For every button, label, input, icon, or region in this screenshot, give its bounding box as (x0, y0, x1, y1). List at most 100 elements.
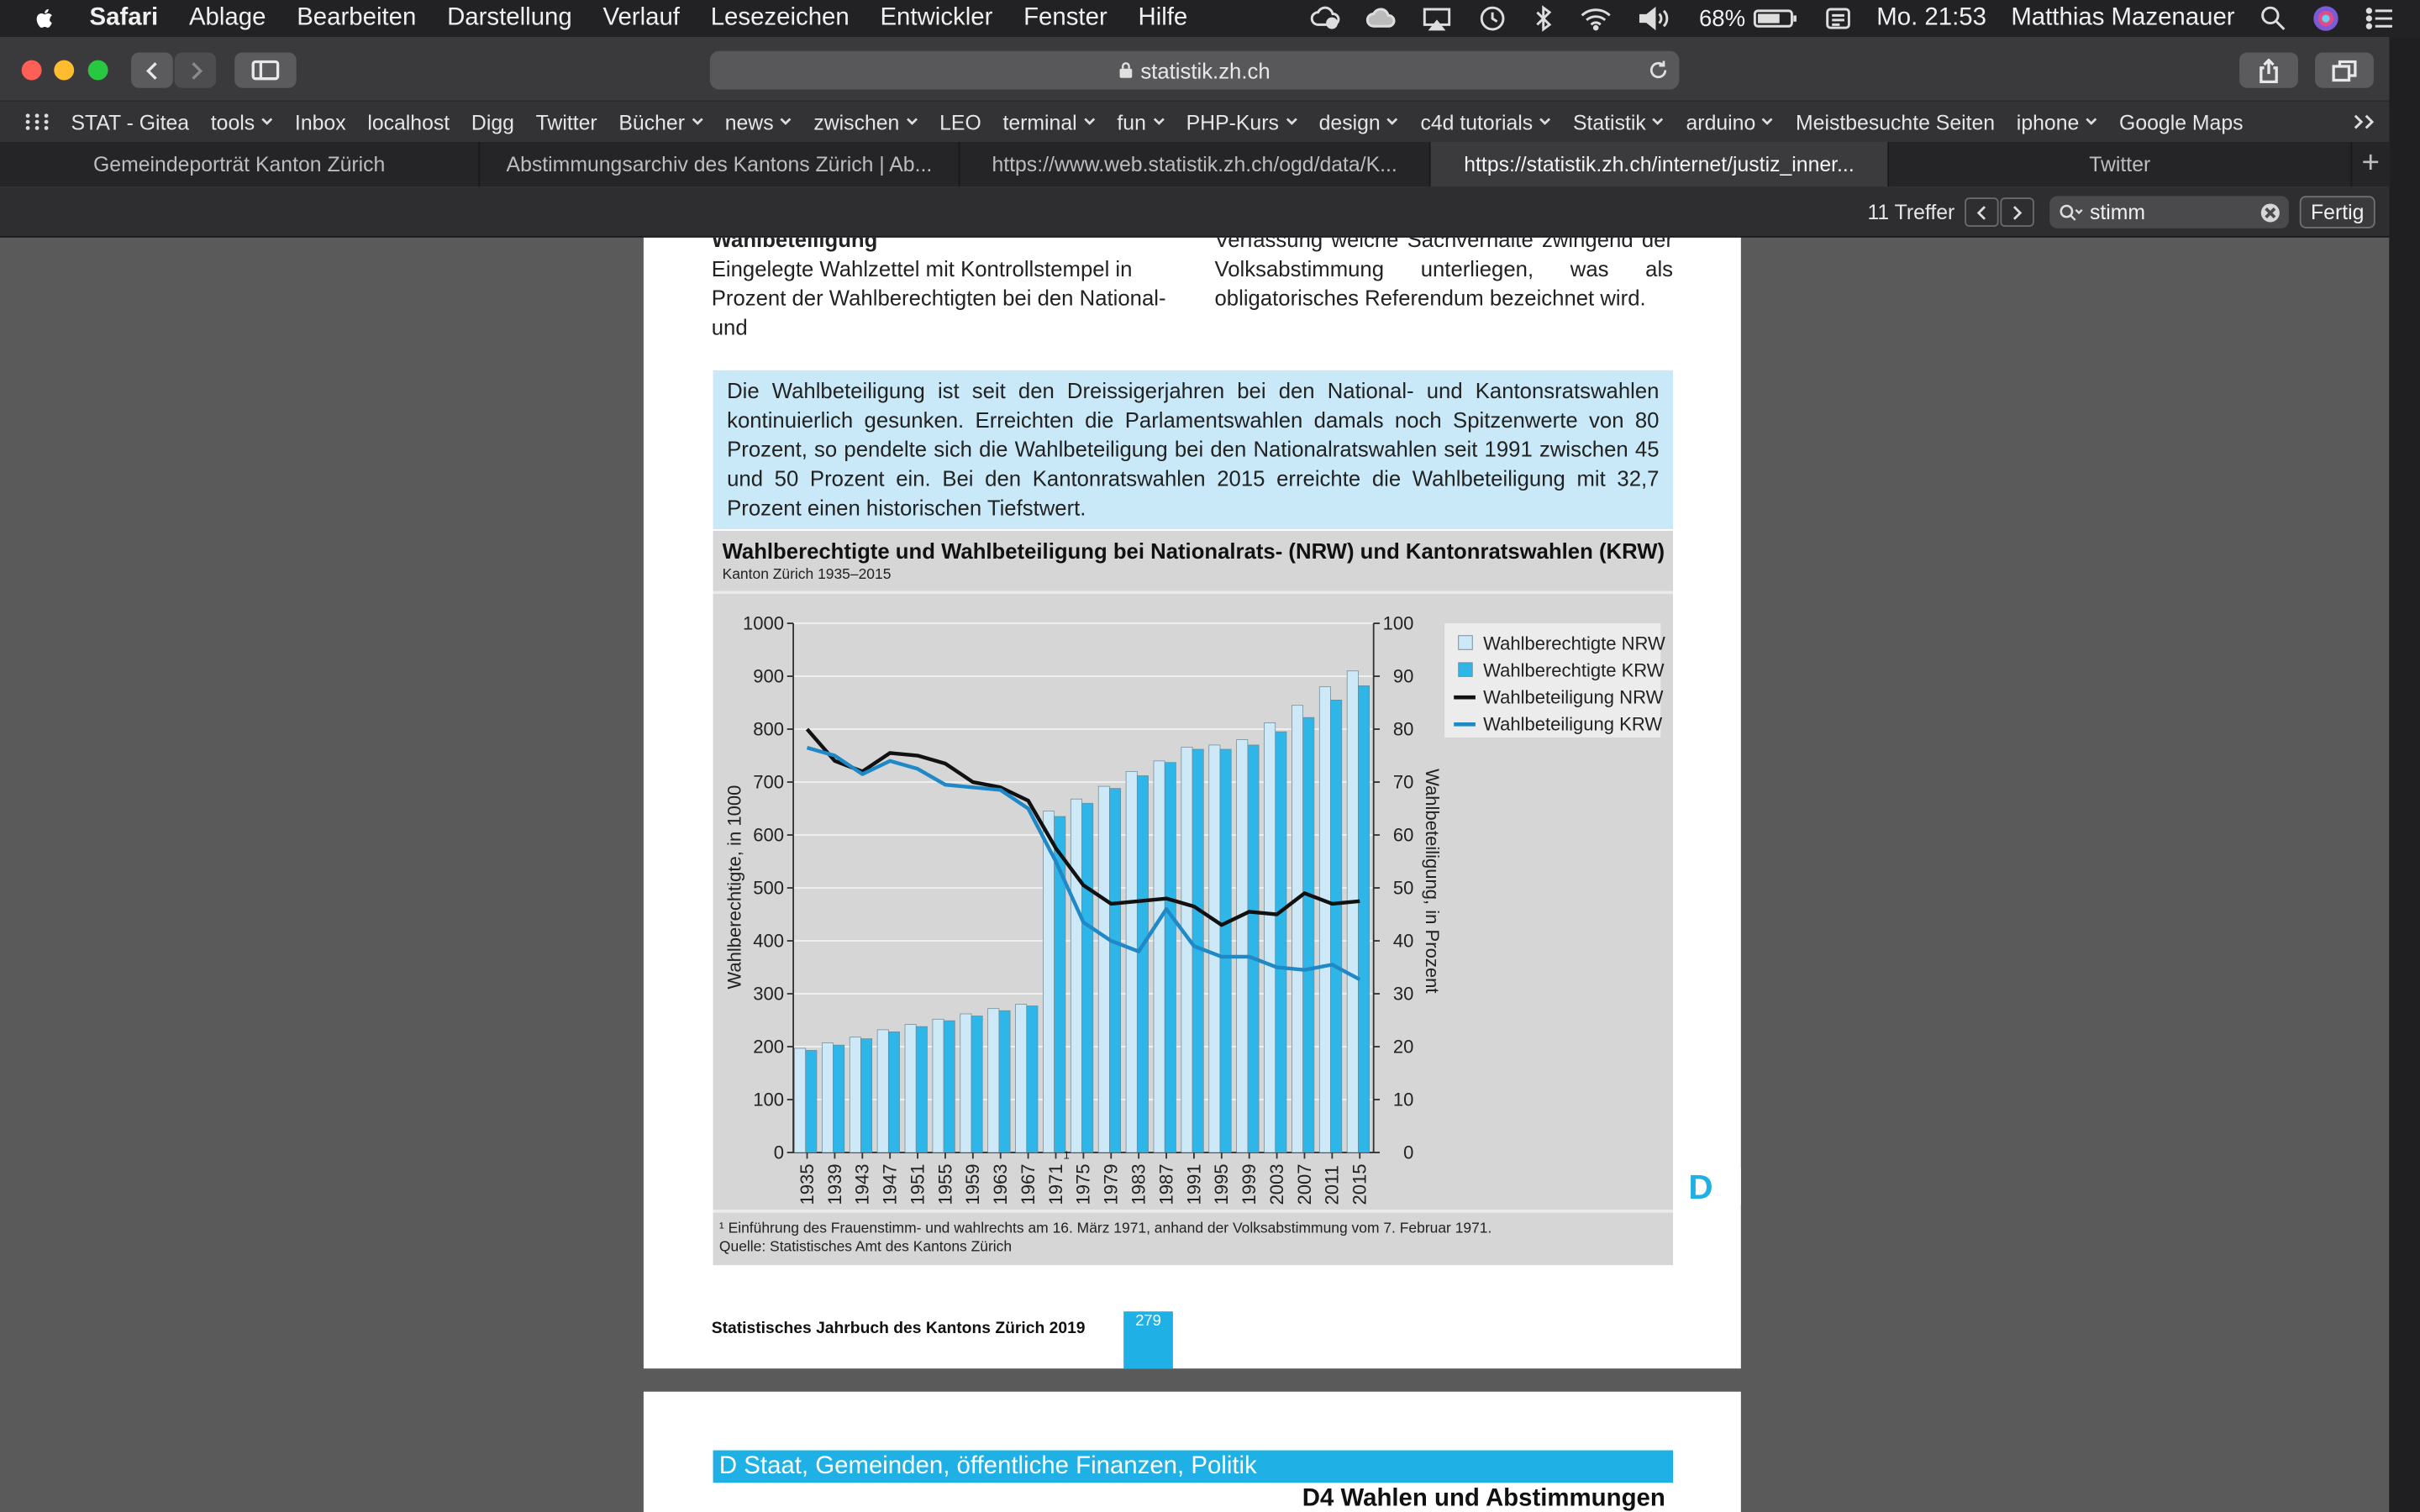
bar (1247, 744, 1260, 1153)
source-text: Quelle: Statistisches Amt des Kantons Zü… (718, 1238, 1013, 1257)
find-input[interactable] (2049, 196, 2289, 228)
bookmark-item[interactable]: Statistik (1573, 110, 1665, 134)
calendar-widget-icon[interactable] (1824, 6, 1852, 30)
bookmark-item[interactable]: news (725, 110, 792, 134)
bookmark-item[interactable]: zwischen (813, 110, 918, 134)
bar (1136, 775, 1149, 1153)
x-tick-label: 1959 (962, 1163, 983, 1205)
cloud-icon[interactable] (1365, 6, 1397, 30)
menu-hilfe[interactable]: Hilfe (1138, 4, 1188, 31)
x-tick-label: 1999 (1239, 1163, 1260, 1205)
menubar-user[interactable]: Matthias Mazenauer (2011, 4, 2235, 31)
find-next-button[interactable] (2000, 197, 2034, 228)
y-tick-label: 900 (753, 665, 784, 686)
bar (1236, 739, 1249, 1153)
tabs-icon (2332, 59, 2357, 81)
reload-icon[interactable] (1647, 59, 1670, 82)
spotlight-icon[interactable] (2260, 5, 2287, 33)
chevron-down-icon (1652, 118, 1664, 125)
tab-ogd-data[interactable]: https://www.web.statistik.zh.ch/ogd/data… (960, 141, 1431, 187)
bookmark-item[interactable]: design (1319, 110, 1399, 134)
lock-icon (1119, 62, 1133, 78)
find-done-button[interactable]: Fertig (2299, 196, 2375, 228)
chevron-down-icon (1762, 118, 1774, 125)
find-previous-button[interactable] (1965, 197, 1999, 228)
bar (904, 1024, 917, 1153)
y2-tick-label: 80 (1393, 718, 1414, 739)
close-window-button[interactable] (21, 60, 42, 81)
bookmark-item[interactable]: Inbox (295, 110, 346, 134)
bookmark-item[interactable]: arduino (1686, 110, 1775, 134)
bookmark-item[interactable]: iphone (2017, 110, 2098, 134)
share-button[interactable] (2239, 52, 2298, 88)
y2-axis-label: Wahlbeteiligung, in Prozent (1422, 769, 1443, 993)
pdf-page-next: D Staat, Gemeinden, öffentliche Finanzen… (643, 1391, 1741, 1512)
menu-bearbeiten[interactable]: Bearbeiten (297, 4, 417, 31)
notification-center-icon[interactable] (2365, 6, 2396, 30)
bookmark-item[interactable]: Twitter (536, 110, 597, 134)
address-bar[interactable]: statistik.zh.ch (709, 50, 1680, 90)
pdf-viewport[interactable]: Wahlbeteiligung Eingelegte Wahlzettel mi… (0, 237, 2390, 1512)
bar (1153, 760, 1165, 1153)
menu-lesezeichen[interactable]: Lesezeichen (710, 4, 850, 31)
bookmark-item[interactable]: Digg (471, 110, 514, 134)
creative-cloud-icon[interactable] (1310, 6, 1341, 30)
bookmark-item[interactable]: PHP-Kurs (1186, 110, 1297, 134)
pdf-page-279: Wahlbeteiligung Eingelegte Wahlzettel mi… (643, 237, 1741, 1369)
bookmark-item[interactable]: Meistbesuchte Seiten (1796, 110, 1995, 134)
address-text: statistik.zh.ch (1140, 57, 1270, 83)
clear-find-icon[interactable] (2260, 203, 2280, 223)
bookmark-item[interactable]: terminal (1002, 110, 1095, 134)
tab-abstimmungsarchiv[interactable]: Abstimmungsarchiv des Kantons Zürich | A… (480, 141, 960, 187)
y-axis-label: Wahlberechtigte, in 1000 (724, 785, 745, 990)
menubar-clock[interactable]: Mo. 21:53 (1876, 4, 1986, 31)
x-tick-label: 1975 (1073, 1163, 1094, 1205)
bookmark-item[interactable]: STAT - Gitea (71, 110, 189, 134)
y-tick-label: 1000 (743, 612, 784, 633)
menu-entwickler[interactable]: Entwickler (880, 4, 993, 31)
siri-icon[interactable] (2312, 5, 2339, 33)
bar (1125, 771, 1138, 1153)
window-scrollbar[interactable] (2389, 37, 2420, 1512)
sidebar-toggle-button[interactable] (234, 52, 297, 88)
bookmark-item[interactable]: LEO (939, 110, 981, 134)
series-line (805, 727, 1360, 927)
bookmark-item[interactable]: localhost (367, 110, 450, 134)
tab-overview-button[interactable] (2315, 52, 2374, 88)
apple-icon[interactable] (34, 6, 55, 30)
forward-button[interactable] (174, 52, 217, 88)
legend-label: Wahlbeteiligung NRW (1483, 687, 1663, 708)
tab-gemeindeportraet[interactable]: Gemeindeporträt Kanton Zürich (0, 141, 481, 187)
menu-verlauf[interactable]: Verlauf (602, 4, 680, 31)
footnote-marker: 1 (1064, 1148, 1070, 1161)
legend-label: Wahlbeteiligung KRW (1483, 714, 1662, 735)
x-tick-label: 2011 (1322, 1165, 1343, 1205)
tab-twitter[interactable]: Twitter (1889, 141, 2353, 187)
menu-app-safari[interactable]: Safari (89, 4, 159, 31)
menu-darstellung[interactable]: Darstellung (447, 4, 572, 31)
wifi-icon[interactable] (1579, 6, 1612, 31)
chapter-side-tab: D (1685, 1168, 1741, 1206)
volume-icon[interactable] (1637, 6, 1674, 31)
airplay-icon[interactable] (1421, 6, 1452, 31)
bookmark-item[interactable]: fun (1117, 110, 1165, 134)
new-tab-button[interactable]: + (2352, 142, 2389, 186)
menu-fenster[interactable]: Fenster (1023, 4, 1107, 31)
footnote-separator (713, 1210, 1674, 1213)
more-bookmarks-icon[interactable] (2352, 113, 2376, 131)
bluetooth-icon[interactable] (1533, 5, 1555, 33)
battery-status[interactable]: 68% (1699, 5, 1799, 32)
bar (1346, 670, 1359, 1153)
time-machine-icon[interactable] (1476, 5, 1507, 33)
menu-ablage[interactable]: Ablage (188, 4, 266, 31)
bookmark-item[interactable]: tools (211, 110, 273, 134)
bookmark-item[interactable]: c4d tutorials (1420, 110, 1551, 134)
minimize-window-button[interactable] (54, 60, 75, 81)
bookmark-item[interactable]: Google Maps (2119, 110, 2243, 134)
zoom-window-button[interactable] (87, 60, 108, 81)
back-button[interactable] (131, 52, 173, 88)
bookmark-item[interactable]: Bücher (618, 110, 703, 134)
x-tick-label: 1951 (907, 1163, 928, 1205)
tab-statistik-active[interactable]: https://statistik.zh.ch/internet/justiz_… (1430, 141, 1890, 187)
apps-grid-icon[interactable] (24, 113, 49, 131)
